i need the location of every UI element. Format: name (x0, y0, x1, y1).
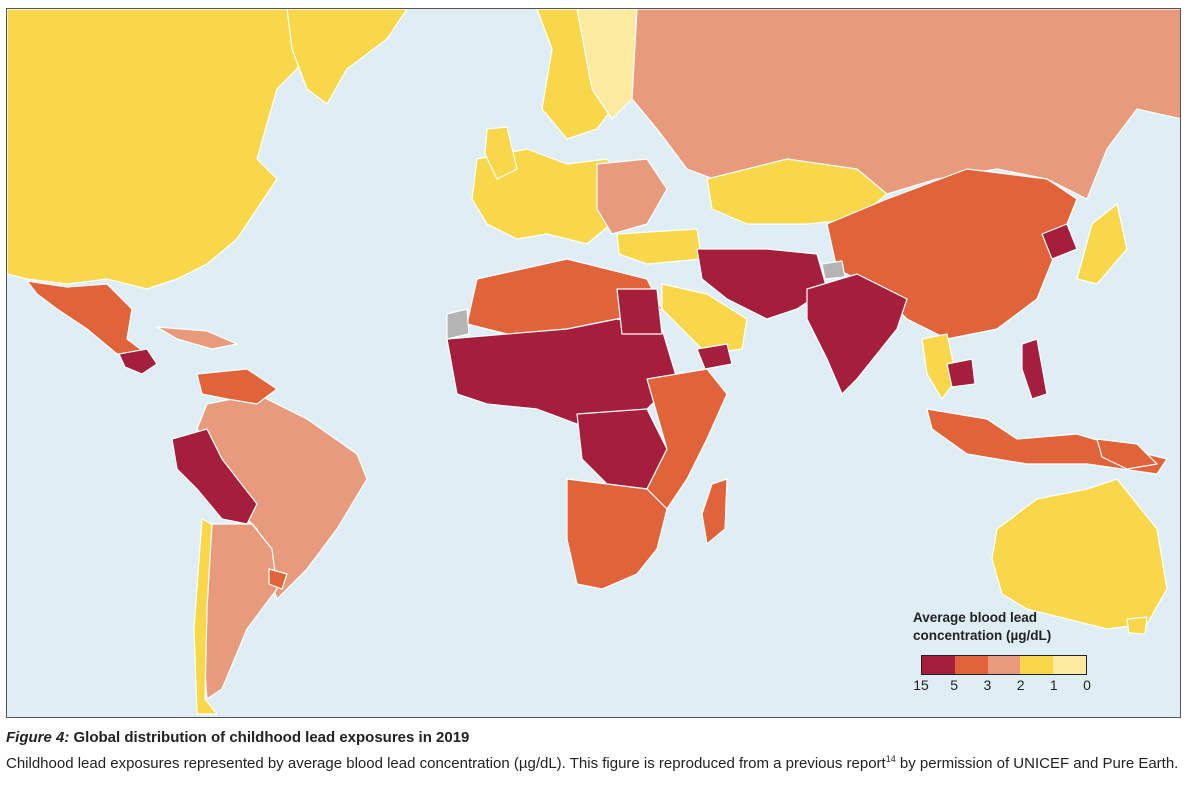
region-argentina (201, 523, 278, 700)
region-southern-africa (566, 478, 668, 590)
region-india (806, 273, 908, 395)
region-uruguay (268, 568, 288, 590)
caption-body: Childhood lead exposures represented by … (6, 749, 1186, 774)
caption-body-text: Childhood lead exposures represented by … (6, 755, 886, 772)
figure-title: Global distribution of childhood lead ex… (73, 729, 470, 746)
legend-tick: 3 (983, 677, 992, 693)
region-north-korea (1041, 223, 1078, 260)
legend-color-bar (921, 655, 1087, 675)
region-thailand-laos (921, 333, 958, 400)
legend-tick: 0 (1083, 677, 1091, 693)
region-central-america (118, 348, 158, 375)
legend-title: Average blood lead concentration (µg/dL) (913, 609, 1113, 645)
region-uk (484, 126, 518, 180)
world-map: Average blood lead concentration (µg/dL)… (6, 8, 1181, 718)
caption-title: Figure 4: Global distribution of childho… (6, 728, 1186, 748)
reference-marker[interactable]: 14 (885, 754, 896, 764)
legend-swatch-2-1 (1020, 656, 1054, 674)
region-venezuela (196, 368, 278, 405)
legend-swatch-5-3 (954, 656, 988, 674)
region-iran-afghanistan-pakistan (696, 248, 828, 320)
region-egypt (616, 288, 663, 335)
region-western-sahara-nodata (446, 308, 470, 340)
legend-swatch-1-0 (1053, 656, 1086, 674)
region-chile (193, 518, 218, 715)
caption-body-text-end: by permission of UNICEF and Pure Earth. (895, 755, 1179, 772)
region-papua (1096, 438, 1158, 470)
region-philippines (1021, 338, 1048, 400)
region-sweden-finland (576, 9, 638, 120)
figure-caption: Figure 4: Global distribution of childho… (6, 728, 1186, 774)
region-madagascar (701, 478, 728, 545)
region-mexico (26, 280, 148, 355)
region-yemen (696, 343, 733, 370)
region-cambodia (946, 358, 976, 388)
region-east-africa (646, 368, 728, 510)
region-eastern-europe (596, 158, 668, 235)
legend-tick: 15 (913, 677, 929, 693)
region-greenland (286, 9, 408, 105)
region-japan (1076, 203, 1128, 285)
region-tasmania (1126, 616, 1148, 635)
region-australia (991, 478, 1168, 630)
figure-label: Figure 4: (6, 729, 70, 746)
legend-title-line2: concentration (µg/dL) (913, 628, 1052, 643)
region-russia (631, 9, 1180, 200)
legend-tick: 1 (1049, 677, 1058, 693)
legend-ticks: 15 5 3 2 1 0 (913, 675, 1091, 695)
legend-swatch-15-5 (922, 656, 955, 674)
region-kashmir-nodata (821, 260, 846, 280)
world-map-svg (7, 9, 1180, 715)
legend-title-line1: Average blood lead (913, 610, 1038, 625)
region-caribbean (156, 326, 238, 350)
legend: Average blood lead concentration (µg/dL)… (913, 609, 1113, 695)
region-turkey (616, 228, 703, 265)
legend-tick: 2 (1016, 677, 1025, 693)
legend-tick: 5 (950, 677, 959, 693)
legend-swatch-3-2 (987, 656, 1021, 674)
